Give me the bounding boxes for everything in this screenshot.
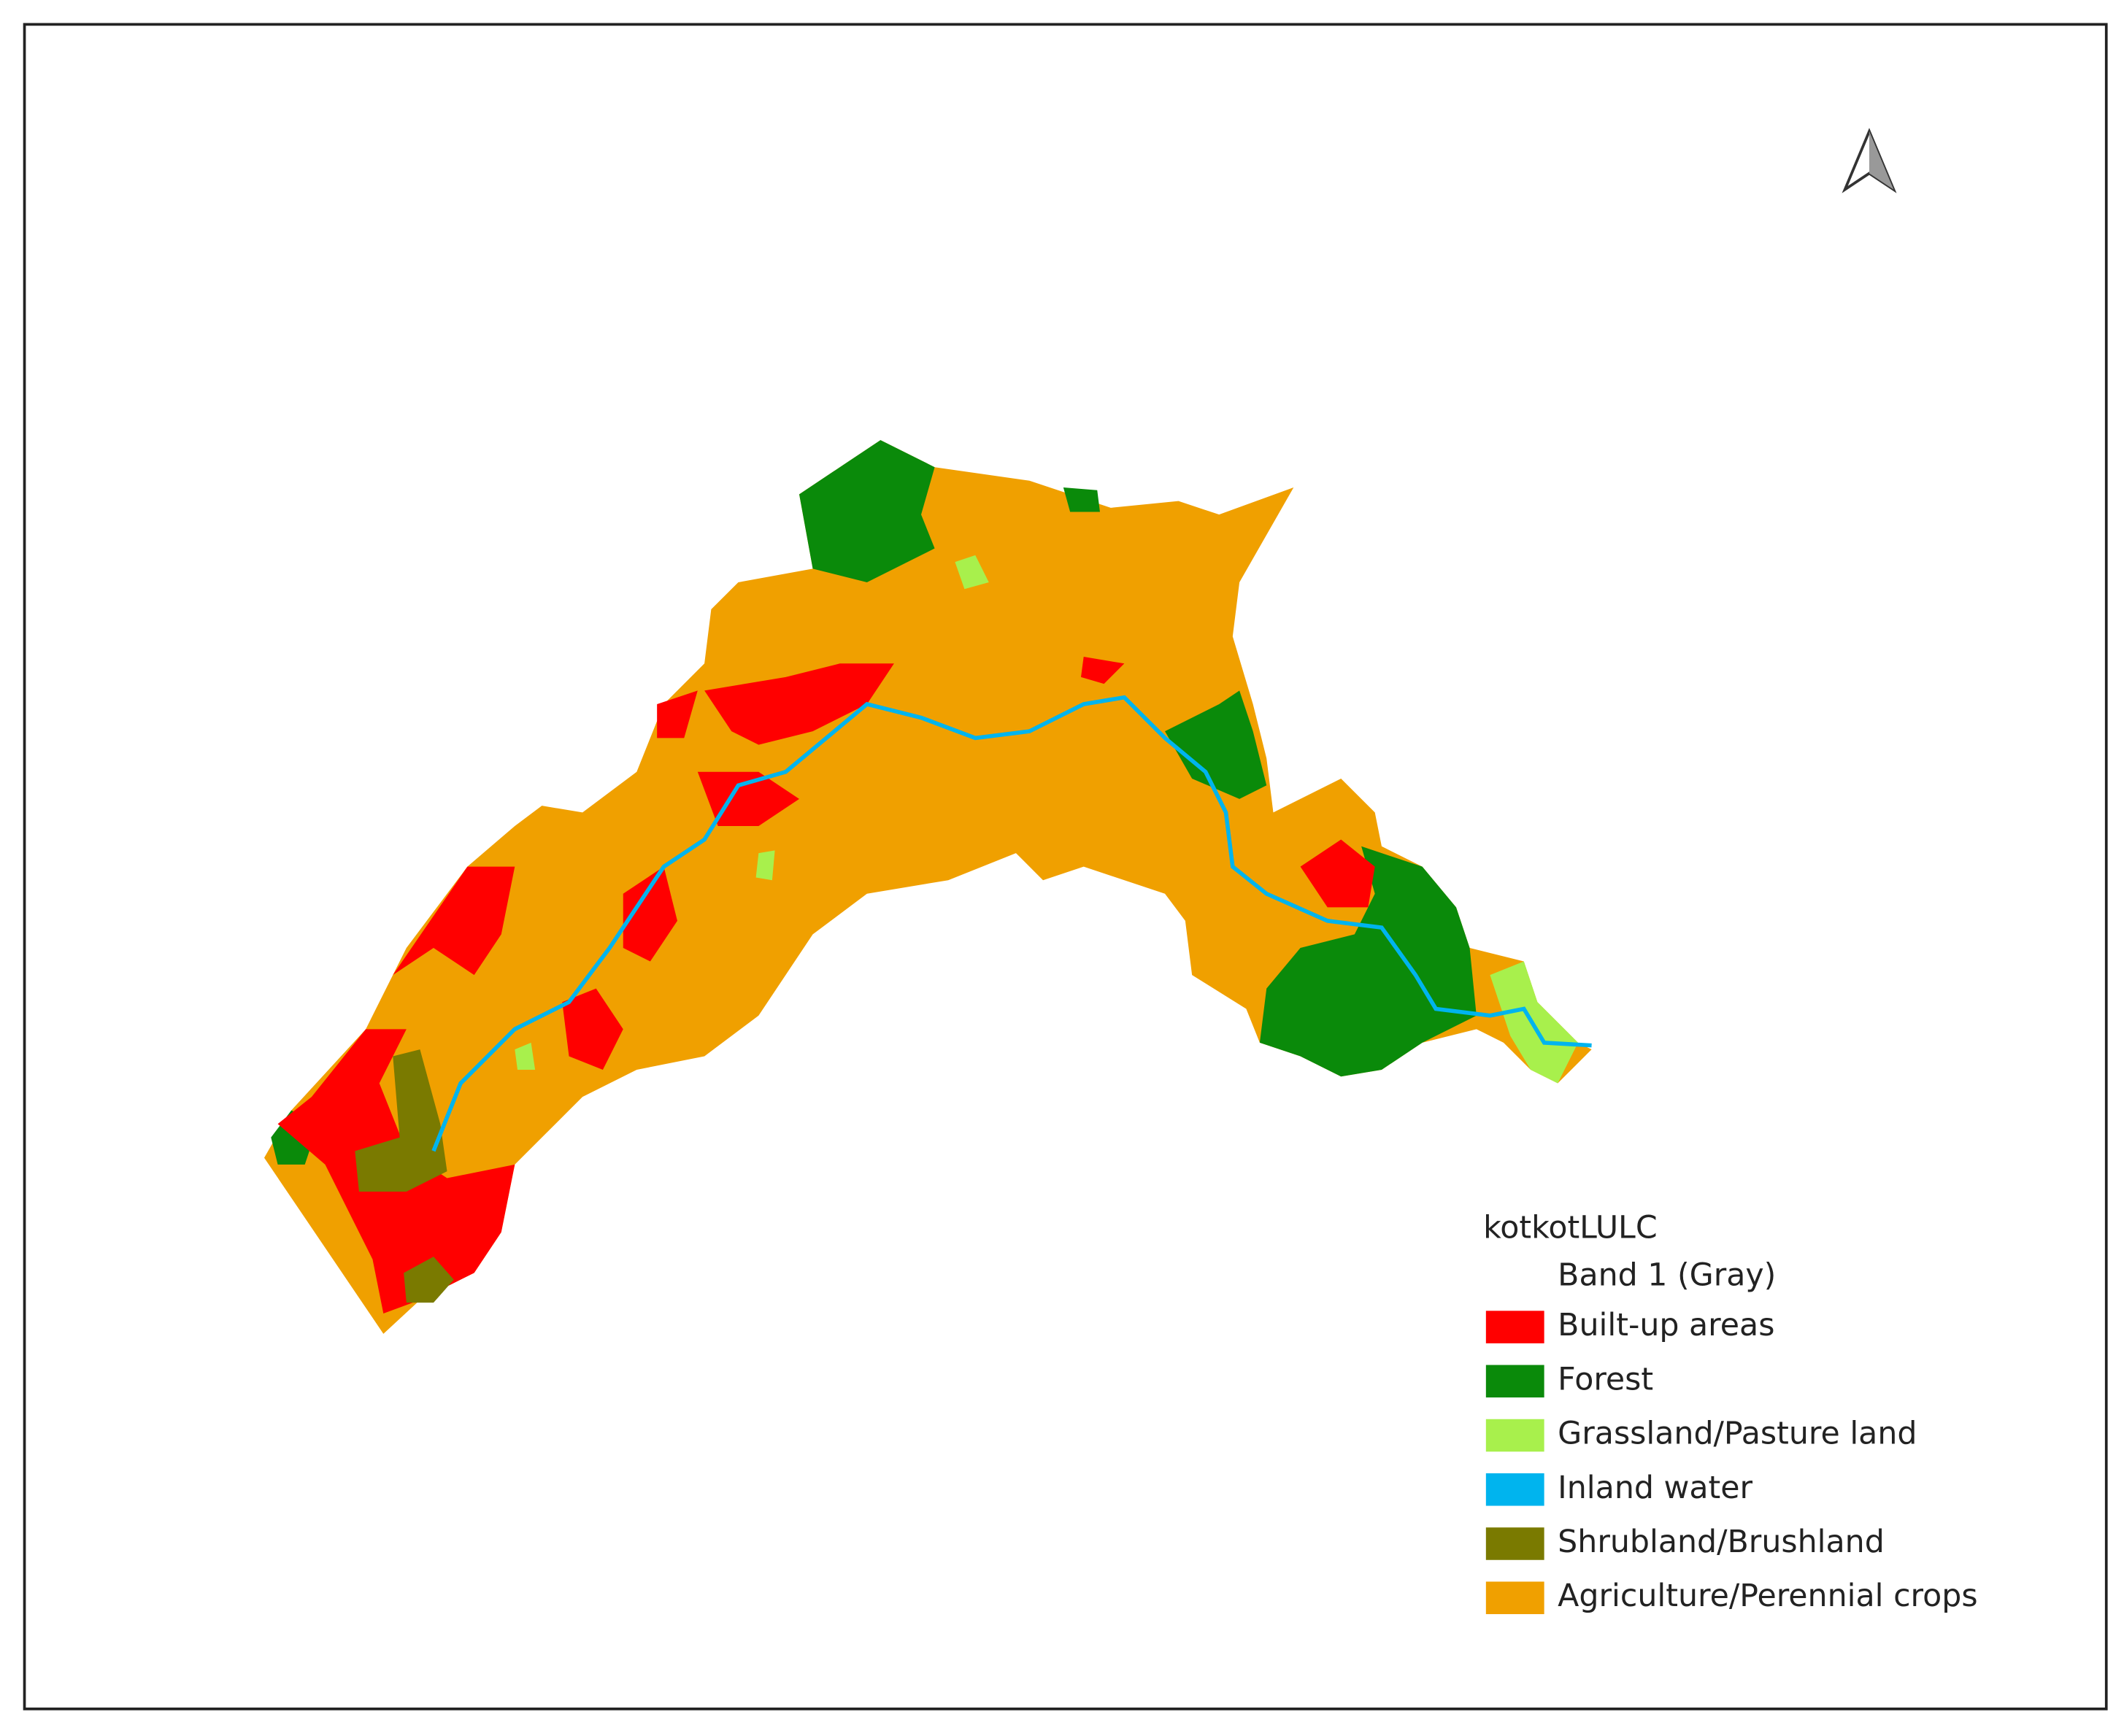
legend-band: Band 1 (Gray) <box>1558 1257 1776 1293</box>
built-up-patch <box>393 866 515 976</box>
built-up-patch <box>1080 657 1125 684</box>
grassland-patch <box>755 850 775 881</box>
built-up-patch <box>704 663 894 745</box>
legend-label: Agriculture/Perennial crops <box>1558 1578 1977 1614</box>
built-up-patch <box>562 988 623 1070</box>
legend-swatch <box>1485 1311 1544 1343</box>
legend-label: Forest <box>1558 1361 1653 1397</box>
built-up-patch <box>1300 839 1375 908</box>
shrubland-patch <box>404 1257 454 1303</box>
forest-patch <box>1165 690 1267 799</box>
forest-patch <box>1259 846 1477 1077</box>
grassland-patch <box>515 1042 536 1070</box>
legend-swatch <box>1485 1527 1544 1560</box>
built-up-patch <box>623 866 677 962</box>
lulc-map <box>263 440 1592 1334</box>
legend-swatch <box>1485 1473 1544 1506</box>
legend-label: Shrubland/Brushland <box>1558 1524 1885 1560</box>
north-arrow <box>1842 128 1897 193</box>
forest-patch <box>1063 487 1100 512</box>
legend-swatch <box>1485 1581 1544 1614</box>
grassland-patch <box>955 555 989 590</box>
legend-label: Grassland/Pasture land <box>1558 1416 1917 1452</box>
forest-patch <box>799 440 935 582</box>
legend-swatch <box>1485 1365 1544 1398</box>
legend-swatch <box>1485 1419 1544 1452</box>
legend: kotkotLULC Band 1 (Gray) Built-up areas F… <box>1483 1209 1977 1614</box>
river <box>431 695 1592 1152</box>
legend-label: Inland water <box>1558 1470 1752 1506</box>
legend-title: kotkotLULC <box>1483 1209 1658 1246</box>
shrubland-patch <box>355 1049 447 1192</box>
built-up-patch <box>657 690 698 738</box>
legend-label: Built-up areas <box>1558 1307 1774 1343</box>
